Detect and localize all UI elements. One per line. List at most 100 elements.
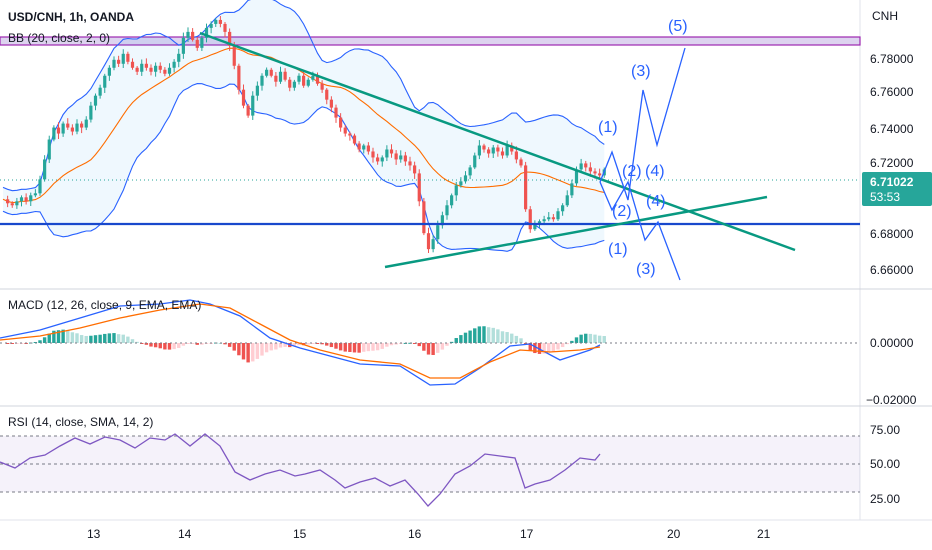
last-price-value: 6.71022 (870, 175, 914, 189)
time-tick: 20 (667, 527, 681, 541)
macd-histogram-bar (153, 343, 158, 348)
candle-body (209, 23, 213, 28)
candle-body (357, 143, 361, 150)
resistance-zone[interactable] (0, 36, 861, 46)
candle-body (570, 183, 574, 196)
candle-body (315, 75, 320, 84)
macd-histogram-bar (357, 343, 361, 353)
candle-body (195, 39, 199, 48)
rsi-legend[interactable]: RSI (14, close, SMA, 14, 2) (8, 415, 153, 429)
macd-histogram-bar (505, 332, 509, 343)
macd-tick: 0.00000 (870, 336, 914, 350)
macd-histogram-bar (366, 343, 371, 352)
macd-histogram-bar (158, 343, 162, 349)
macd-legend[interactable]: MACD (12, 26, close, 9, EMA, EMA) (8, 298, 201, 312)
candle-body (311, 75, 315, 80)
macd-tick: −0.02000 (866, 393, 917, 407)
candle-body (598, 173, 602, 176)
price-tick: 6.66000 (870, 263, 914, 277)
candle-body (38, 179, 42, 194)
macd-histogram-bar (283, 343, 287, 347)
candle-body (24, 197, 28, 202)
macd-histogram-bar (514, 335, 519, 343)
macd-histogram-bar (135, 341, 139, 343)
macd-histogram-bar (5, 343, 10, 344)
bb-area (3, 0, 605, 252)
macd-histogram-bar (454, 338, 458, 343)
macd-histogram-bar (177, 343, 181, 348)
macd-histogram-bar (445, 343, 449, 346)
candle-body (426, 233, 431, 250)
macd-histogram-bar (426, 343, 431, 355)
macd-histogram-bar (325, 343, 329, 346)
macd-histogram-bar (579, 334, 583, 343)
macd-histogram-bar (255, 343, 260, 359)
macd-histogram-bar (519, 338, 523, 343)
macd-histogram-bar (89, 335, 93, 343)
macd-histogram-bar (75, 333, 79, 343)
symbol-title[interactable]: USD/CNH, 1h, OANDA (8, 10, 134, 24)
macd-histogram-bar (477, 326, 482, 343)
candle-body (542, 219, 546, 222)
candle-body (172, 61, 176, 68)
candle-body (524, 165, 528, 210)
macd-histogram-bar (56, 330, 61, 343)
candle-body (265, 69, 269, 76)
candle-body (47, 139, 51, 160)
bollinger-band-fill (3, 0, 605, 252)
wave-label-bull-1: (1) (598, 119, 618, 136)
candle-body (519, 159, 523, 166)
macd-histogram-bar (306, 343, 310, 345)
candle-body (297, 75, 301, 82)
candle-body (320, 83, 324, 90)
candle-body (468, 167, 472, 176)
macd-histogram-bar (278, 343, 283, 348)
candle-body (135, 67, 139, 72)
candle-body (408, 161, 412, 166)
rsi-line (0, 433, 601, 507)
macd-histogram-bar (163, 343, 167, 350)
macd-histogram-bar (66, 330, 70, 343)
candle-body (366, 145, 370, 152)
candle-body (117, 59, 121, 64)
macd-histogram-bar (84, 335, 88, 343)
candle-body (200, 37, 204, 48)
candle-body (228, 31, 232, 46)
candle-body (112, 59, 116, 68)
candle-body (130, 61, 135, 68)
candle-body (473, 155, 477, 168)
macd-histogram-bar (241, 343, 246, 360)
bb-legend[interactable]: BB (20, close, 2, 0) (8, 31, 110, 45)
macd-histogram-bar (436, 343, 440, 353)
candle-body (223, 23, 227, 32)
candle-body (579, 163, 583, 170)
candle-body (93, 95, 98, 106)
macd-histogram-bar (320, 343, 324, 345)
macd-histogram-bar (116, 334, 121, 343)
candle-body (551, 217, 555, 220)
macd-histogram-bar (523, 343, 528, 345)
macd-histogram-bar (149, 343, 153, 347)
candle-body (15, 201, 19, 206)
macd-histogram-bar (588, 333, 593, 343)
candle-body (274, 75, 278, 82)
candle-body (348, 133, 352, 136)
candlestick-series[interactable] (6, 16, 606, 253)
candle-body (445, 205, 449, 216)
macd-histogram-bar (144, 343, 149, 345)
candle-body (537, 221, 542, 224)
macd-histogram-bar (186, 343, 190, 344)
wave-label-bull-4: (4) (645, 163, 665, 180)
macd-histogram-bar (574, 337, 579, 343)
macd-histogram-bar (385, 343, 389, 347)
upper-trendline[interactable] (199, 31, 796, 252)
candle-body (43, 159, 47, 180)
candle-body (251, 95, 255, 116)
candle-body (547, 217, 551, 220)
wave-label-bear-2: (2) (612, 203, 632, 220)
lower-trendline[interactable] (384, 195, 768, 269)
candle-body (459, 181, 463, 186)
macd-histogram-bar (274, 343, 278, 350)
macd-histogram-bar (190, 343, 195, 344)
